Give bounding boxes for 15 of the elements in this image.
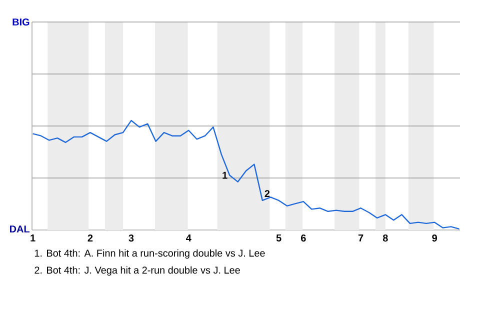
x-tick-label: 8 xyxy=(382,234,388,242)
text: 2. Bot 4th: J. Vega hit a 2-run double vs J. Lee xyxy=(34,266,240,276)
annotation: 1 xyxy=(222,172,228,179)
x-tick-label: 6 xyxy=(300,234,306,242)
annotation: 2 xyxy=(264,190,270,198)
text: DAL xyxy=(10,226,30,232)
x-tick-label: 3 xyxy=(128,234,134,242)
x-tick-label: 9 xyxy=(432,234,437,242)
text: 1. Bot 4th: A. Finn hit a run-scoring double vs J. Lee xyxy=(34,249,265,259)
x-tick-label: 7 xyxy=(358,234,364,242)
x-tick-label: 4 xyxy=(186,234,192,242)
x-tick-label: 1 xyxy=(30,234,36,242)
x-tick-label: 2 xyxy=(88,234,93,242)
x-tick-label: 5 xyxy=(276,234,282,242)
text: BIG xyxy=(12,18,30,26)
